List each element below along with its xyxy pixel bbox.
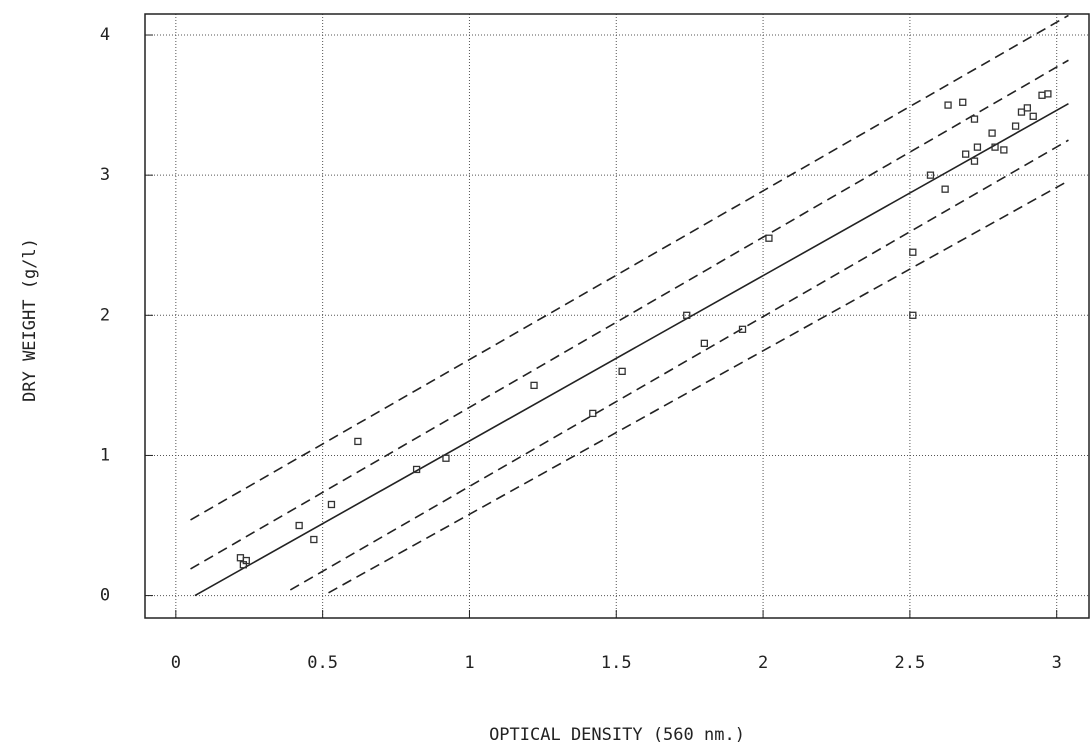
point (991, 143, 999, 151)
x-tick-label: 1 (464, 653, 474, 673)
point (1038, 91, 1046, 99)
y-tick-label: 1 (100, 445, 110, 465)
y-tick-label: 2 (100, 305, 110, 325)
point (909, 248, 917, 256)
x-tick-label: 1.5 (601, 653, 632, 673)
point (236, 554, 245, 562)
point (909, 311, 917, 319)
point (327, 500, 336, 509)
point (1044, 90, 1052, 98)
point (970, 157, 979, 165)
point (988, 129, 996, 137)
x-tick-label: 2 (758, 653, 768, 673)
x-tick-label: 2.5 (895, 653, 926, 673)
fit-line (289, 139, 1069, 591)
plot-frame (144, 13, 1090, 619)
y-tick-label: 0 (100, 586, 110, 606)
point (944, 101, 952, 109)
point (442, 454, 450, 462)
point (926, 171, 935, 179)
y-axis-label: DRY WEIGHT (g/l) (20, 238, 40, 402)
point (1023, 104, 1031, 112)
point (700, 339, 709, 347)
point (941, 185, 949, 193)
point (589, 409, 597, 418)
point (1011, 122, 1020, 130)
x-tick-label: 3 (1052, 653, 1062, 673)
point (295, 521, 303, 530)
x-tick-label: 0 (171, 653, 181, 673)
point (683, 311, 691, 319)
point (354, 437, 362, 446)
point (1029, 112, 1037, 120)
x-axis-label: OPTICAL DENSITY (560 nm.) (489, 725, 745, 745)
fit-line (194, 102, 1069, 597)
point (738, 325, 747, 333)
point (973, 143, 982, 151)
point (1000, 146, 1008, 154)
point (959, 98, 967, 106)
fit-line (190, 59, 1069, 570)
point (765, 234, 773, 242)
point (618, 367, 626, 376)
point (970, 115, 979, 123)
fit-line (190, 14, 1069, 521)
y-tick-label: 4 (100, 25, 110, 45)
point (1017, 108, 1026, 116)
point (412, 465, 421, 474)
y-tick-label: 3 (100, 165, 110, 185)
x-tick-label: 0.5 (307, 653, 338, 673)
point (242, 556, 250, 565)
point (530, 381, 538, 390)
point (962, 150, 970, 158)
fit-line (328, 180, 1069, 594)
point (310, 535, 318, 544)
